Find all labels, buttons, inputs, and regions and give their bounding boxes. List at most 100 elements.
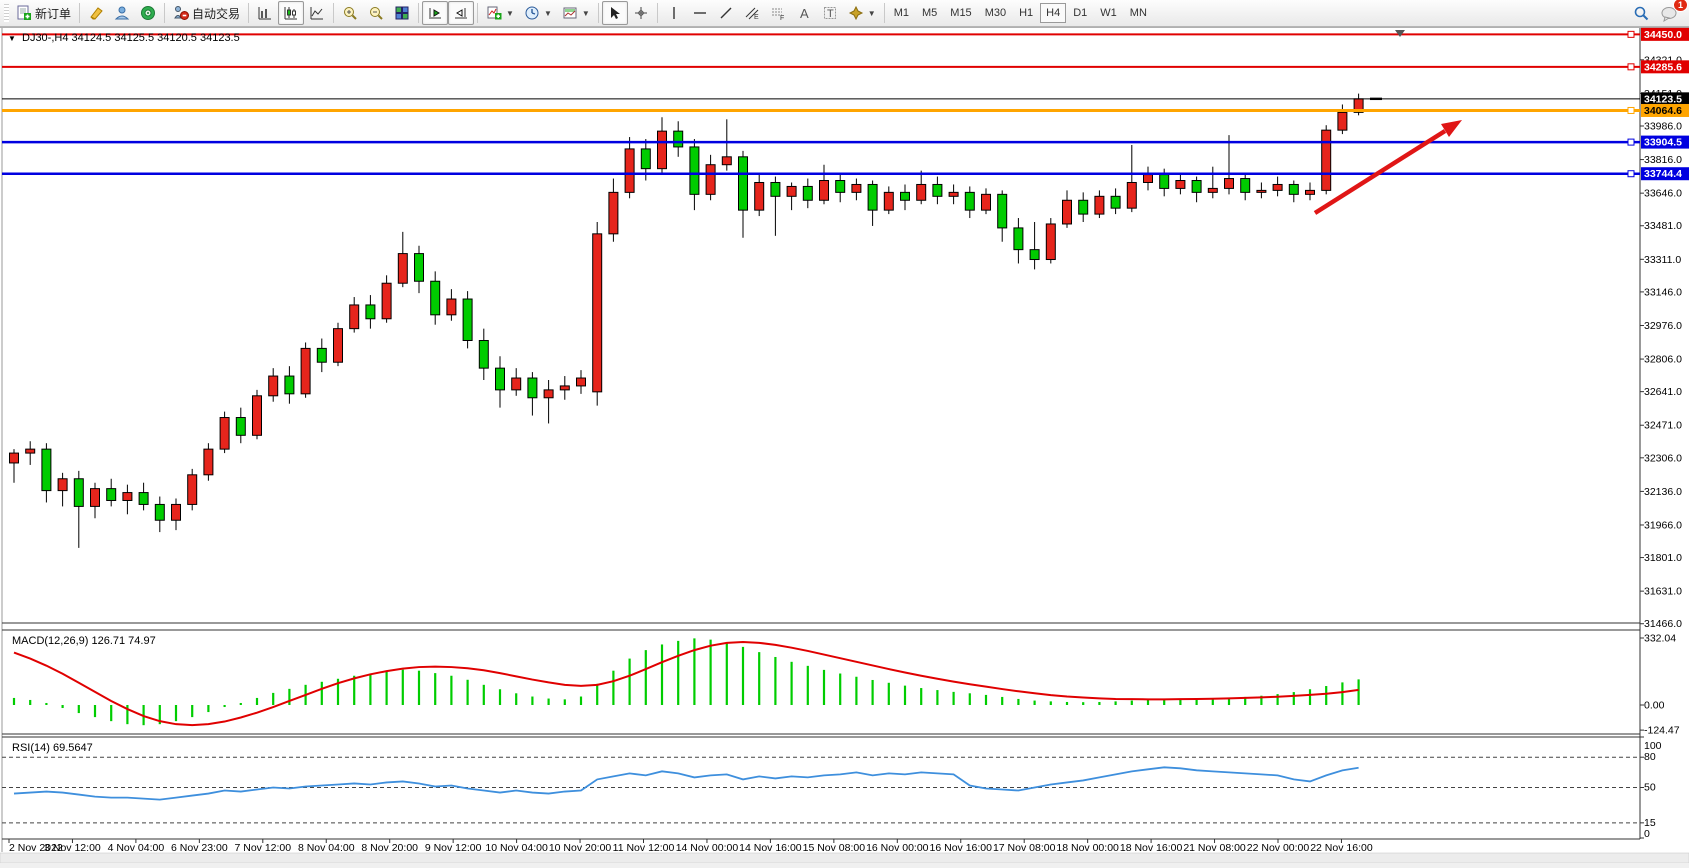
- clock-icon: [524, 5, 540, 21]
- price-tick-label: 33986.0: [1644, 121, 1682, 133]
- chart-canvas[interactable]: 34321.034151.033986.033816.033646.033481…: [0, 27, 1689, 864]
- rsi-axis-label: 0: [1644, 828, 1650, 840]
- candle-body: [1191, 180, 1202, 193]
- svg-text:F: F: [780, 15, 784, 21]
- candle-body: [981, 193, 991, 211]
- zoom-in-button[interactable]: [337, 1, 363, 25]
- candle-body: [1062, 199, 1072, 225]
- zoom-in-icon: [342, 5, 358, 21]
- candle-body: [964, 191, 975, 211]
- price-tick-label: 33646.0: [1644, 188, 1682, 200]
- arrows-tool[interactable]: ▼: [843, 1, 881, 25]
- candle-body: [1321, 129, 1332, 191]
- timeframe-mn[interactable]: MN: [1129, 7, 1147, 19]
- candle-body: [932, 183, 943, 197]
- candlestick-icon: [283, 5, 299, 21]
- chart-shift-icon: [453, 5, 469, 21]
- candle-body: [1159, 174, 1170, 189]
- time-tick-label: 8 Nov 04:00: [298, 842, 355, 854]
- channel-tool[interactable]: E: [739, 1, 765, 25]
- crosshair-button[interactable]: [628, 1, 654, 25]
- zoom-out-icon: [368, 5, 384, 21]
- toolbar-right-group: 1: [1628, 0, 1688, 25]
- time-tick-label: 15 Nov 08:00: [803, 842, 866, 854]
- rsi-label: RSI(14) 69.5647: [12, 742, 93, 754]
- candle-body: [1224, 178, 1234, 189]
- candle-body: [25, 448, 36, 454]
- time-tick-label: 22 Nov 00:00: [1247, 842, 1310, 854]
- new-order-button[interactable]: 新订单: [11, 1, 76, 25]
- candle-body: [333, 328, 343, 363]
- horizontal-line-tool[interactable]: [687, 1, 713, 25]
- bar-chart-button[interactable]: [252, 1, 278, 25]
- candle-body: [1078, 199, 1089, 215]
- timeframe-d1[interactable]: D1: [1073, 7, 1088, 19]
- timeframe-m15[interactable]: M15: [950, 7, 972, 19]
- candle-body: [1240, 178, 1251, 193]
- timeframe-w1[interactable]: W1: [1100, 7, 1117, 19]
- candle-body: [673, 130, 684, 148]
- cursor-icon: [607, 5, 623, 21]
- timeframe-m5[interactable]: M5: [922, 7, 938, 19]
- market-watch-button[interactable]: [83, 1, 109, 25]
- time-tick-label: 9 Nov 12:00: [425, 842, 482, 854]
- signals-button[interactable]: [135, 1, 161, 25]
- price-flag: [1641, 92, 1689, 106]
- price-tick-label: 33481.0: [1644, 220, 1682, 232]
- auto-trading-button[interactable]: 自动交易: [168, 1, 245, 25]
- text-tool[interactable]: A: [791, 1, 817, 25]
- search-button[interactable]: [1628, 1, 1655, 25]
- candle-body: [235, 417, 246, 436]
- timeframe-m1[interactable]: M1: [893, 7, 909, 19]
- candle-body: [219, 417, 230, 450]
- timeframe-m30[interactable]: M30: [984, 7, 1007, 19]
- auto-scroll-button[interactable]: [422, 1, 449, 25]
- candle-body: [867, 183, 878, 211]
- hline-anchor: [1627, 106, 1635, 114]
- macd-axis-label: 0.00: [1644, 700, 1665, 712]
- time-tick-label: 2 Nov 2022: [9, 842, 63, 854]
- timeframe-h4[interactable]: H4: [1040, 3, 1067, 23]
- price-flag-label: 34064.6: [1644, 105, 1682, 117]
- timeframe-h1[interactable]: H1: [1019, 7, 1034, 19]
- templates-button[interactable]: ▼: [557, 1, 595, 25]
- trendline-tool[interactable]: [713, 1, 739, 25]
- candle-body: [171, 503, 181, 521]
- time-tick-label: 22 Nov 16:00: [1310, 842, 1373, 854]
- chart-shift-marker[interactable]: [1395, 30, 1405, 37]
- candle-body: [657, 130, 667, 170]
- candle-body: [802, 185, 813, 201]
- new-order-icon: [16, 5, 32, 21]
- candle-body: [1288, 183, 1299, 195]
- periods-button[interactable]: ▼: [519, 1, 557, 25]
- candle-body: [738, 156, 748, 211]
- cursor-button[interactable]: [601, 1, 628, 25]
- notifications-button[interactable]: 1: [1655, 0, 1688, 25]
- svg-text:A: A: [800, 6, 809, 21]
- tile-windows-button[interactable]: [389, 1, 415, 25]
- price-flag-label: 34285.6: [1644, 61, 1682, 73]
- line-chart-button[interactable]: [304, 1, 330, 25]
- trend-arrow[interactable]: [1313, 129, 1447, 215]
- candle-body: [349, 304, 360, 330]
- price-flag: [1641, 103, 1689, 117]
- fibonacci-tool[interactable]: F: [765, 1, 791, 25]
- crosshair-icon: [633, 5, 649, 21]
- text-label-tool[interactable]: T: [817, 1, 843, 25]
- add-indicator-button[interactable]: ▼: [481, 1, 519, 25]
- candle-body: [9, 452, 19, 464]
- time-tick-label: 11 Nov 12:00: [613, 842, 675, 854]
- time-tick-label: 17 Nov 08:00: [993, 842, 1056, 854]
- chart-shift-button[interactable]: [448, 1, 475, 25]
- chart-window: 34321.034151.033986.033816.033646.033481…: [0, 27, 1689, 864]
- candle-body: [268, 375, 279, 397]
- candlestick-chart-button[interactable]: [278, 1, 305, 25]
- data-window-button[interactable]: [109, 1, 135, 25]
- hline-anchor: [1627, 170, 1635, 178]
- time-tick-label: 3 Nov 12:00: [44, 842, 101, 854]
- dropdown-caret: ▼: [543, 8, 552, 18]
- hline-anchor: [1627, 138, 1635, 146]
- vertical-line-tool[interactable]: [661, 1, 687, 25]
- zoom-out-button[interactable]: [363, 1, 389, 25]
